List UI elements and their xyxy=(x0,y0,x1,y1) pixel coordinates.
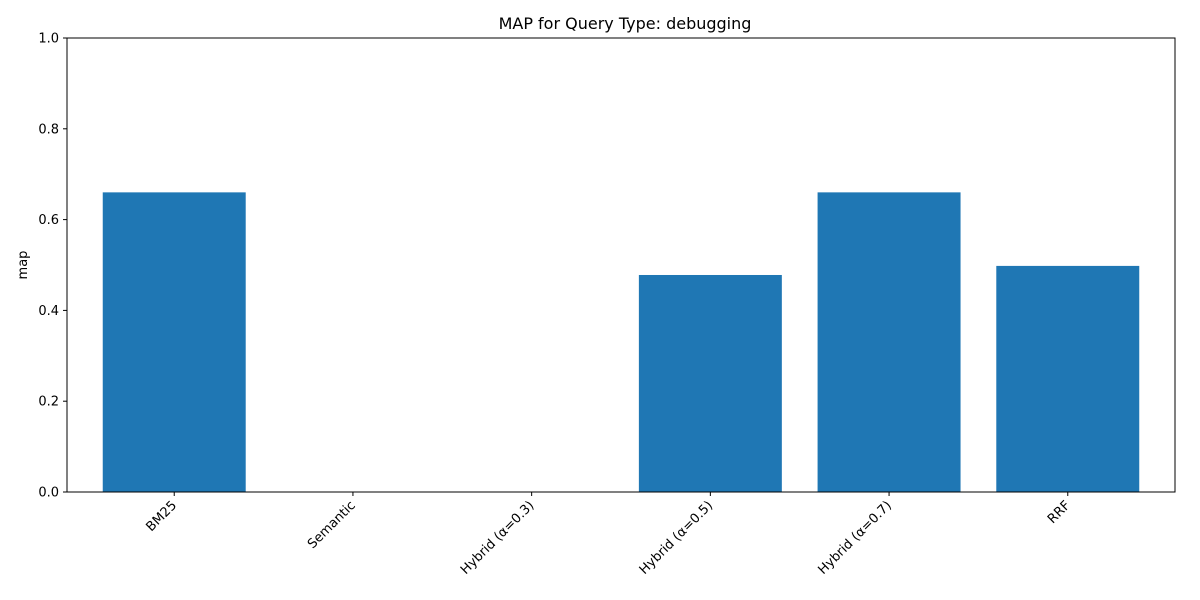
bar-3 xyxy=(638,274,782,492)
x-tick-label: RRF xyxy=(1045,498,1074,527)
x-axis: BM25 Semantic Hybrid (α=0.3) Hybrid (α=0.5)… xyxy=(144,492,1074,578)
y-axis: 0.0 0.2 0.4 0.6 0.8 1.0 xyxy=(38,32,67,501)
x-tick-label: Semantic xyxy=(305,498,359,552)
bar-5 xyxy=(996,265,1140,492)
y-tick-label: 0.6 xyxy=(38,213,59,228)
bar-0 xyxy=(102,192,246,493)
y-tick-label: 0.4 xyxy=(38,304,59,319)
y-axis-label: map xyxy=(16,251,31,280)
x-tick-label: Hybrid (α=0.3) xyxy=(458,498,537,577)
chart-title: MAP for Query Type: debugging xyxy=(499,14,752,33)
x-tick-label: Hybrid (α=0.7) xyxy=(815,498,894,577)
y-tick-label: 1.0 xyxy=(38,32,59,47)
y-tick-label: 0.2 xyxy=(38,395,59,410)
bars-group xyxy=(102,192,1140,493)
x-tick-label: BM25 xyxy=(144,498,181,535)
bar-4 xyxy=(817,192,961,493)
y-tick-label: 0.0 xyxy=(38,486,59,501)
y-tick-label: 0.8 xyxy=(38,122,59,137)
plot-frame xyxy=(66,37,1176,493)
x-tick-label: Hybrid (α=0.5) xyxy=(637,498,716,577)
